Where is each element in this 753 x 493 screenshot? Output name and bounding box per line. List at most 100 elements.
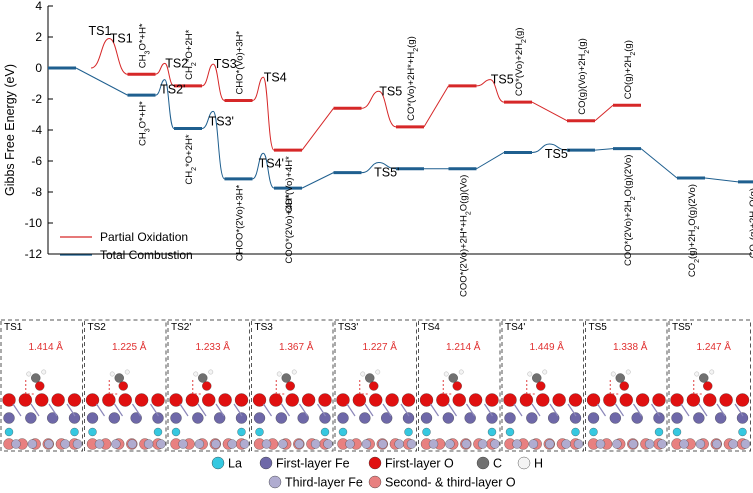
- label-part: CH: [184, 66, 195, 80]
- label-part: COO*(2Vo)+2H: [623, 200, 634, 266]
- bond: [382, 403, 392, 417]
- subscript: 2: [630, 196, 637, 200]
- adsorbate-oxygen: [202, 381, 212, 391]
- panel-label: TS4: [422, 322, 441, 333]
- transition-state-curve: [155, 79, 175, 129]
- breaking-bond: [442, 380, 454, 395]
- bond: [12, 403, 22, 417]
- atom: [536, 393, 550, 407]
- atom: [381, 412, 393, 424]
- adsorbate-hydrogen: [625, 369, 631, 375]
- panel-label: TS5: [589, 322, 608, 333]
- atom: [359, 412, 371, 424]
- bond-distance: 1.247 Å: [697, 340, 732, 353]
- transition-state-curve: [90, 38, 128, 75]
- atom: [378, 439, 388, 449]
- atom: [51, 393, 65, 407]
- atom: [568, 393, 583, 407]
- atom: [170, 412, 182, 424]
- atom: [211, 439, 221, 449]
- atom: [252, 393, 267, 407]
- connector-line: [301, 107, 334, 151]
- label-part: COO*(2Vo)+4H*: [284, 194, 295, 264]
- label-part: CO: [748, 244, 753, 258]
- atom: [654, 427, 664, 437]
- adsorbate-oxygen: [703, 381, 713, 391]
- adsorbate-hydrogen: [109, 371, 115, 377]
- label-part: CO*(Vo)+4H*: [284, 156, 295, 213]
- connector-line: [423, 85, 449, 128]
- series-partial-oxidation: [90, 38, 641, 152]
- atom: [153, 427, 163, 437]
- label-part: O(g)(2Vo): [687, 184, 698, 226]
- bond: [513, 403, 523, 417]
- transition-state-curve: [201, 63, 225, 102]
- adsorbate-oxygen: [118, 381, 128, 391]
- state-label: CH3O*+H*: [138, 23, 152, 68]
- atom: [573, 439, 584, 449]
- atom: [420, 412, 433, 424]
- atom: [337, 412, 349, 424]
- adsorbate-hydrogen: [443, 371, 449, 377]
- bond: [531, 403, 541, 417]
- connector-line: [476, 152, 505, 170]
- atom: [85, 393, 100, 407]
- y-tick-label: -10: [25, 216, 43, 230]
- label-part: CH: [184, 171, 195, 185]
- atom: [70, 427, 79, 437]
- atom: [278, 439, 288, 449]
- panel-label: TS4': [505, 322, 525, 333]
- atom: [477, 439, 488, 449]
- atom: [512, 439, 522, 449]
- structure-panel: TS4 1.214 Å: [418, 319, 501, 452]
- atom: [214, 412, 226, 424]
- atom: [194, 439, 205, 449]
- series-layer: [48, 38, 753, 190]
- atom: [635, 393, 650, 407]
- bond-distance: 1.338 Å: [613, 340, 648, 353]
- bond: [633, 403, 642, 417]
- label-part: *O+2H*: [184, 134, 195, 167]
- state-label: CHO*(Vo)+3H*: [235, 31, 246, 95]
- transition-state-label: TS2': [160, 83, 185, 97]
- subscript: 2: [630, 52, 637, 56]
- panel-frame: [668, 319, 751, 452]
- label-part: *O+2H*: [184, 29, 195, 62]
- adsorbate-hydrogen: [124, 369, 130, 375]
- adsorbate-hydrogen: [709, 369, 715, 375]
- bond: [364, 403, 374, 417]
- transition-state-curve: [252, 152, 275, 189]
- atom: [3, 412, 15, 424]
- atom: [192, 412, 204, 424]
- adsorbate-hydrogen: [610, 371, 616, 377]
- transition-state-label: TS4': [259, 156, 284, 170]
- atom-key: La First-layer Fe First-layer O C H Third-lay…: [211, 456, 543, 490]
- breaking-bond: [275, 380, 287, 395]
- atom: [318, 393, 332, 407]
- key-label: H: [534, 457, 543, 471]
- label-part: CO*(Vo)+2H*+H: [406, 52, 417, 121]
- atom: [436, 393, 450, 407]
- y-tick-label: 2: [35, 30, 42, 44]
- atom: [679, 439, 689, 449]
- state-label: CO2(g)+2H2O(g)(2Vo): [687, 184, 701, 277]
- atom: [504, 412, 516, 424]
- atom: [178, 439, 188, 449]
- adsorbate-carbon: [281, 373, 291, 383]
- atom: [25, 412, 37, 424]
- atom: [712, 439, 722, 449]
- label-part: O*+H*: [138, 23, 149, 50]
- bond: [567, 403, 577, 417]
- y-tick-label: 4: [35, 0, 42, 13]
- atom: [60, 439, 70, 449]
- atom: [68, 412, 81, 424]
- transition-state-curve: [476, 79, 505, 103]
- key-swatch: [476, 456, 490, 470]
- bond: [466, 403, 475, 417]
- atom: [740, 439, 751, 449]
- y-tick-label: 0: [35, 61, 42, 75]
- transition-state-label: TS3': [209, 114, 234, 128]
- atom: [452, 393, 466, 407]
- adsorbate-oxygen: [369, 381, 379, 391]
- subscript: 2: [191, 62, 198, 66]
